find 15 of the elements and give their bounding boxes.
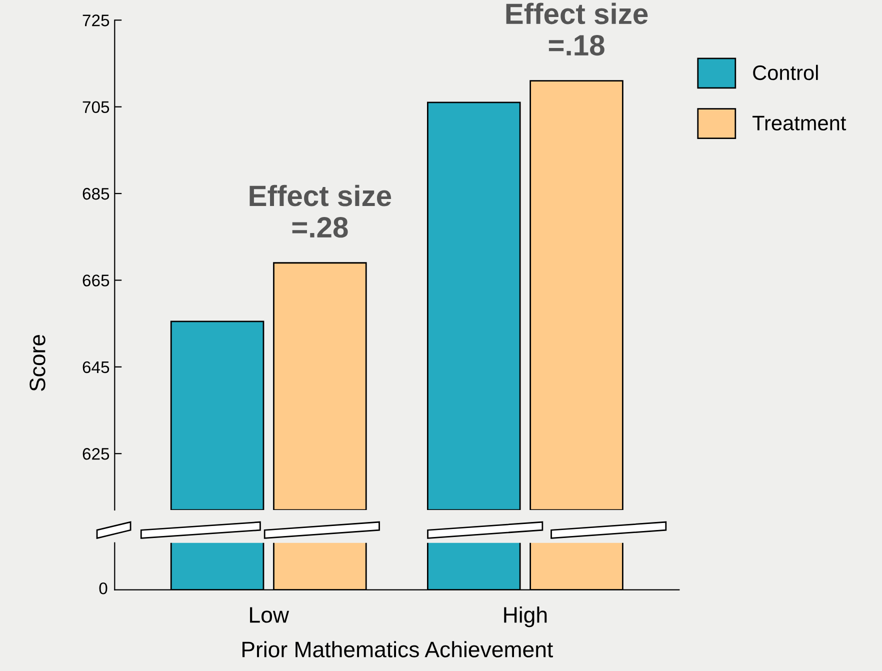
y-tick-label: 645 [82,361,110,374]
y-tick-label: 665 [82,274,110,286]
x-axis-title: Prior Mathematics Achievement [242,641,553,658]
legend-label: Treatment [752,116,846,130]
x-tick-label: High [504,606,547,628]
y-tick-label: 705 [82,101,110,114]
y-tick-label: 685 [82,188,110,200]
y-tick-label: 625 [82,448,110,460]
legend-label: Control [753,64,818,80]
x-tick-label: Low [250,607,290,623]
text: 0 [99,582,108,594]
annotation: Effect size =.18 [506,2,648,56]
annotation: Effect size =.28 [250,184,392,238]
y-axis-title: Score [30,334,46,392]
y-tick-label: 725 [82,14,110,26]
